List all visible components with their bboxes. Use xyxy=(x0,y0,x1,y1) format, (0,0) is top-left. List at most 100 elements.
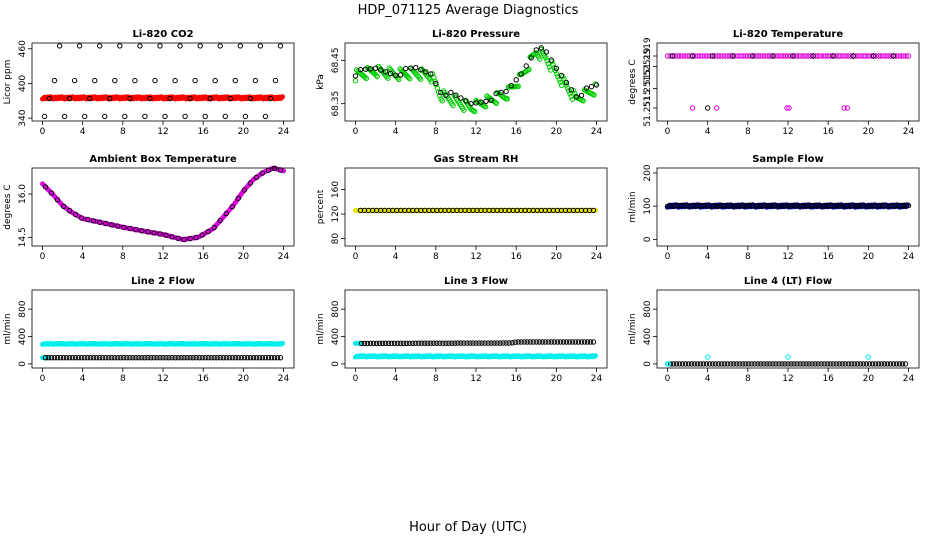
data-point xyxy=(805,53,811,59)
x-tick-label: 0 xyxy=(353,374,359,384)
data-point xyxy=(845,361,851,367)
series-level-2 xyxy=(667,361,909,367)
data-point xyxy=(132,77,138,84)
data-point xyxy=(66,355,73,361)
data-point xyxy=(151,230,157,236)
data-point xyxy=(352,78,359,84)
series-level-2 xyxy=(42,355,284,361)
x-tick-label: 20 xyxy=(238,252,250,262)
data-point xyxy=(815,53,821,59)
data-point xyxy=(470,340,476,346)
panel-ylabel: Licor ppm xyxy=(3,60,13,105)
data-point xyxy=(719,361,725,367)
data-point xyxy=(404,340,410,346)
data-point xyxy=(41,113,48,120)
data-point xyxy=(202,113,208,120)
x-tick-label: 4 xyxy=(80,127,86,137)
data-point xyxy=(786,105,792,111)
data-point xyxy=(528,55,534,61)
data-point xyxy=(592,353,598,359)
data-point xyxy=(734,361,740,367)
series-level-1 xyxy=(39,340,285,347)
data-point xyxy=(97,219,103,225)
data-point xyxy=(187,355,193,361)
data-point xyxy=(63,355,70,361)
data-point xyxy=(705,53,711,59)
x-tick-label: 24 xyxy=(903,127,915,137)
data-point xyxy=(60,355,67,361)
data-point xyxy=(370,340,377,346)
data-point xyxy=(727,53,733,59)
data-point xyxy=(112,355,118,361)
data-point xyxy=(593,82,600,88)
data-point xyxy=(746,361,752,367)
data-point xyxy=(710,361,716,367)
data-point xyxy=(202,355,208,361)
data-point xyxy=(115,355,121,361)
data-point xyxy=(75,355,82,361)
data-point xyxy=(237,43,244,49)
data-point xyxy=(133,355,139,361)
data-point xyxy=(223,210,230,217)
x-tick-label: 24 xyxy=(591,127,603,137)
data-point xyxy=(817,53,824,59)
data-point xyxy=(578,92,585,99)
data-point xyxy=(461,107,467,113)
data-point xyxy=(785,354,791,360)
data-point xyxy=(217,43,223,49)
data-point xyxy=(694,361,701,367)
data-point xyxy=(66,95,73,102)
data-point xyxy=(452,340,458,346)
data-point xyxy=(885,53,892,59)
data-point xyxy=(890,53,897,59)
data-point xyxy=(545,339,551,345)
data-point xyxy=(776,361,782,367)
data-point xyxy=(743,361,749,367)
data-point xyxy=(878,361,885,367)
data-point xyxy=(385,75,391,81)
data-point xyxy=(127,355,133,361)
data-point xyxy=(697,361,704,367)
data-point xyxy=(482,104,489,110)
data-point xyxy=(100,355,106,361)
x-tick-label: 20 xyxy=(238,127,250,137)
data-point xyxy=(46,95,53,102)
data-point xyxy=(485,340,491,346)
data-point xyxy=(279,340,285,346)
panel-2: Li-820 Pressure kPa 0 4 8 12 16 20 24 68.35 68.45 xyxy=(316,29,608,137)
data-point xyxy=(691,361,698,367)
y-tick-label: 400 xyxy=(18,75,28,92)
data-point xyxy=(376,340,383,346)
data-point xyxy=(498,89,504,96)
data-point xyxy=(244,355,251,361)
y-tick-label: 800 xyxy=(331,300,341,317)
data-point xyxy=(515,83,521,90)
data-point xyxy=(416,340,422,346)
data-point xyxy=(139,228,145,234)
data-point xyxy=(568,87,575,93)
data-point xyxy=(812,53,819,59)
data-point xyxy=(461,340,467,346)
data-point xyxy=(703,361,710,367)
data-point xyxy=(707,53,713,59)
x-tick-label: 8 xyxy=(433,374,439,384)
data-point xyxy=(181,236,187,243)
data-point xyxy=(107,95,113,102)
data-point xyxy=(770,361,776,367)
data-point xyxy=(895,53,902,59)
data-point xyxy=(257,43,264,49)
data-point xyxy=(527,339,533,345)
data-point xyxy=(163,355,169,361)
panel-ylabel: degrees C xyxy=(3,184,13,229)
data-point xyxy=(127,95,133,102)
data-point xyxy=(247,95,254,102)
x-tick-label: 20 xyxy=(863,252,875,262)
series-level-2 xyxy=(664,202,912,210)
data-point xyxy=(800,361,806,367)
data-point xyxy=(569,96,576,103)
data-point xyxy=(730,53,736,59)
data-point xyxy=(182,113,188,120)
data-point xyxy=(455,340,461,346)
data-point xyxy=(875,361,882,367)
data-point xyxy=(884,361,891,367)
